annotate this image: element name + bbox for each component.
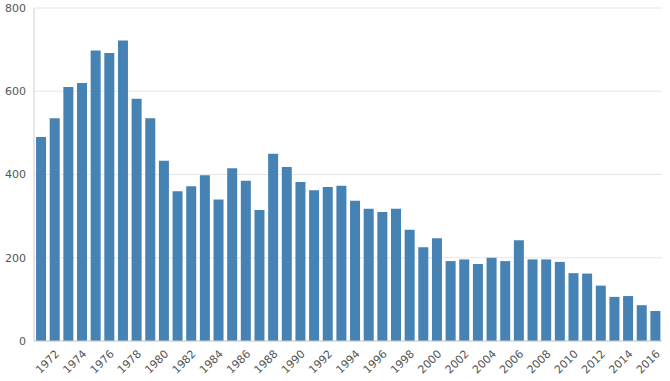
svg-text:400: 400 bbox=[8, 168, 26, 181]
svg-text:1972: 1972 bbox=[33, 347, 62, 376]
svg-text:2016: 2016 bbox=[634, 347, 662, 376]
svg-text:1996: 1996 bbox=[361, 347, 390, 376]
svg-text:2010: 2010 bbox=[552, 347, 581, 376]
svg-text:1978: 1978 bbox=[115, 347, 144, 376]
svg-text:1986: 1986 bbox=[224, 347, 253, 376]
svg-text:2008: 2008 bbox=[525, 347, 554, 376]
svg-text:2006: 2006 bbox=[497, 347, 526, 376]
svg-text:1984: 1984 bbox=[197, 347, 226, 376]
svg-text:1988: 1988 bbox=[252, 347, 281, 376]
svg-text:1982: 1982 bbox=[170, 347, 199, 376]
svg-text:800: 800 bbox=[8, 2, 26, 15]
svg-text:1998: 1998 bbox=[388, 347, 417, 376]
svg-text:2014: 2014 bbox=[607, 347, 636, 376]
svg-text:1992: 1992 bbox=[306, 347, 335, 376]
svg-text:1976: 1976 bbox=[88, 347, 117, 376]
svg-text:1974: 1974 bbox=[60, 347, 89, 376]
svg-text:2004: 2004 bbox=[470, 347, 499, 376]
svg-text:2000: 2000 bbox=[415, 347, 444, 376]
svg-text:1990: 1990 bbox=[279, 347, 308, 376]
svg-text:1994: 1994 bbox=[333, 347, 362, 376]
svg-text:2012: 2012 bbox=[579, 347, 608, 376]
svg-text:200: 200 bbox=[8, 252, 26, 265]
svg-text:0: 0 bbox=[19, 335, 26, 348]
svg-text:1980: 1980 bbox=[142, 347, 171, 376]
svg-text:2002: 2002 bbox=[443, 347, 472, 376]
svg-text:600: 600 bbox=[8, 85, 26, 98]
